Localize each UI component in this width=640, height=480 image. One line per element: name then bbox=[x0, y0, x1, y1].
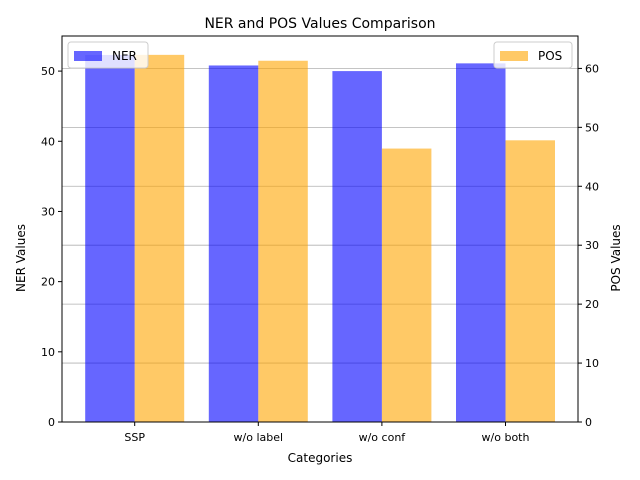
bars bbox=[85, 54, 555, 422]
y-right-tick-label: 30 bbox=[585, 239, 599, 252]
y-axis-right-label: POS Values bbox=[609, 224, 623, 291]
y-right-tick-label: 40 bbox=[585, 180, 599, 193]
y-left-tick-label: 10 bbox=[41, 346, 55, 359]
y-right-tick-label: 0 bbox=[585, 416, 592, 429]
plot-frame bbox=[61, 35, 579, 423]
bar-ner-3 bbox=[456, 63, 506, 422]
chart-title: NER and POS Values Comparison bbox=[204, 16, 435, 32]
legend-label-pos: POS bbox=[538, 49, 562, 63]
legends: NER POS bbox=[67, 41, 573, 69]
x-tick-label: w/o conf bbox=[359, 431, 407, 444]
bar-pos-2 bbox=[381, 148, 432, 422]
y-left-tick-label: 0 bbox=[48, 416, 55, 429]
y-left-tick-label: 20 bbox=[41, 276, 55, 289]
y-left-tick-label: 50 bbox=[41, 65, 55, 78]
y-right-tick-label: 10 bbox=[585, 357, 599, 370]
x-axis-label: Categories bbox=[288, 451, 353, 465]
bar-ner-1 bbox=[208, 65, 259, 422]
legend-swatch-ner bbox=[74, 51, 102, 61]
y-right-tick-label: 60 bbox=[585, 62, 599, 75]
bar-pos-0 bbox=[134, 54, 185, 422]
y-axis-left-label: NER Values bbox=[14, 224, 28, 292]
bar-ner-2 bbox=[332, 71, 382, 422]
bar-ner-0 bbox=[85, 54, 135, 422]
y-left-tick-label: 30 bbox=[41, 205, 55, 218]
axes: 0 10 20 30 40 50 0 10 20 30 40 50 60 SSP w/o label w/o … bbox=[41, 35, 599, 444]
x-tick-label: SSP bbox=[124, 431, 145, 444]
y-left-tick-label: 40 bbox=[41, 135, 55, 148]
legend-label-ner: NER bbox=[112, 49, 137, 63]
legend-swatch-pos bbox=[500, 51, 528, 61]
x-tick-label: w/o both bbox=[482, 431, 530, 444]
bar-pos-1 bbox=[258, 60, 308, 422]
x-tick-label: w/o label bbox=[234, 431, 284, 444]
legend-box bbox=[493, 41, 573, 69]
y-right-tick-label: 50 bbox=[585, 121, 599, 134]
legend-box bbox=[67, 41, 149, 69]
bar-pos-3 bbox=[505, 140, 555, 422]
y-right-tick-label: 20 bbox=[585, 298, 599, 311]
